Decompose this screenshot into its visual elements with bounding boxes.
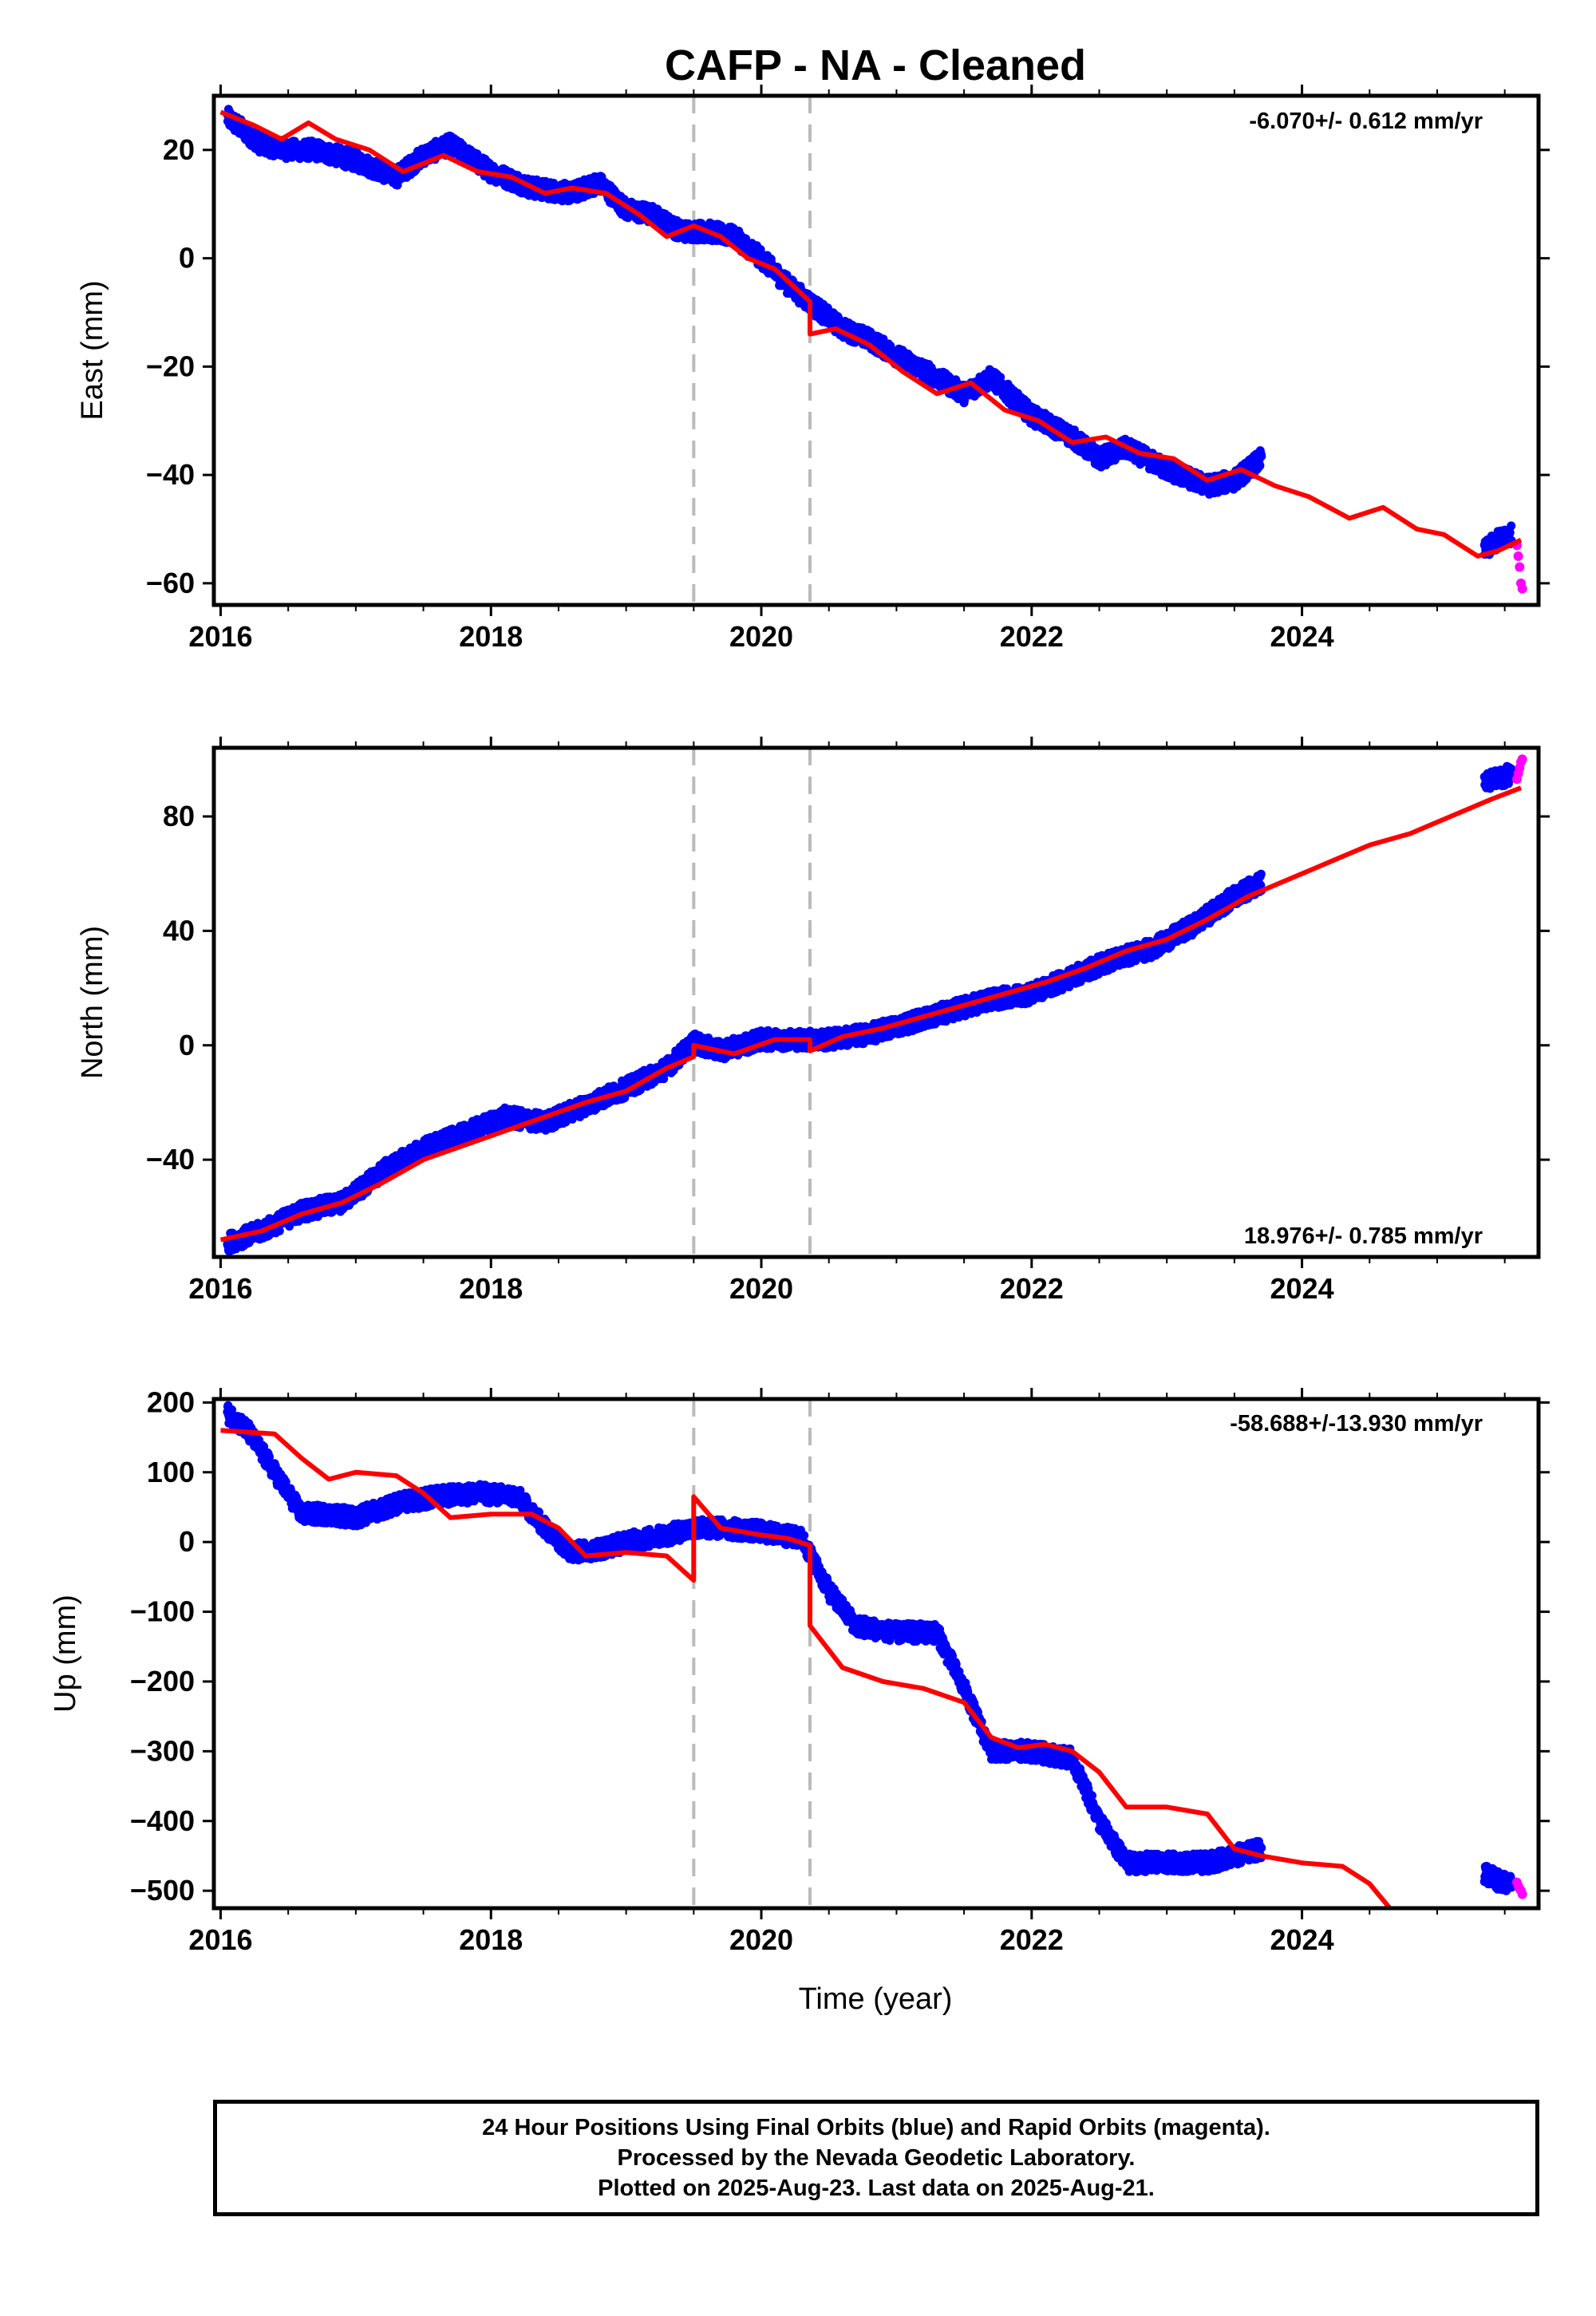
- east-x-tick-label: 2018: [459, 620, 523, 653]
- east-data-layer: [219, 105, 1527, 594]
- east-x-tick-label: 2020: [729, 620, 793, 653]
- east-x-tick-label: 2022: [1000, 620, 1064, 653]
- east-y-tick-label: −40: [146, 458, 195, 491]
- east-y-tick-label: −20: [146, 350, 195, 382]
- east-x-tick-label: 2024: [1270, 620, 1334, 653]
- north-final-point: [275, 1226, 284, 1235]
- east-model-line: [219, 109, 1523, 559]
- east-plot-frame: [211, 93, 1541, 607]
- north-data-layer: [219, 754, 1527, 1255]
- east-y-tick-label: 20: [163, 133, 195, 166]
- chart-title: CAFP - NA - Cleaned: [665, 41, 1086, 89]
- north-event-lines: [692, 748, 812, 1257]
- east-y-axis-label: East (mm): [76, 280, 109, 420]
- east-panel: 2016 2018 2020 2022 2024 20 0 −20 −40 −60 East (m…: [76, 85, 1550, 653]
- east-y-tick-label: −60: [146, 567, 195, 599]
- east-final-point: [1507, 521, 1516, 531]
- east-final-point: [1257, 452, 1266, 461]
- east-rate-label: -6.070+/- 0.612 mm/yr: [1249, 109, 1483, 134]
- east-rapid-point: [1515, 562, 1525, 572]
- east-axis-ticks: 2016 2018 2020 2022 2024 20 0 −20 −40 −60: [146, 85, 1550, 653]
- east-rapid-point: [1513, 551, 1523, 561]
- east-final-point: [1505, 528, 1515, 537]
- east-x-tick-label: 2016: [188, 620, 252, 653]
- east-y-tick-label: 0: [179, 242, 195, 275]
- east-event-lines: [692, 96, 812, 605]
- east-final-point: [1255, 460, 1265, 470]
- east-rapid-point: [1517, 583, 1527, 594]
